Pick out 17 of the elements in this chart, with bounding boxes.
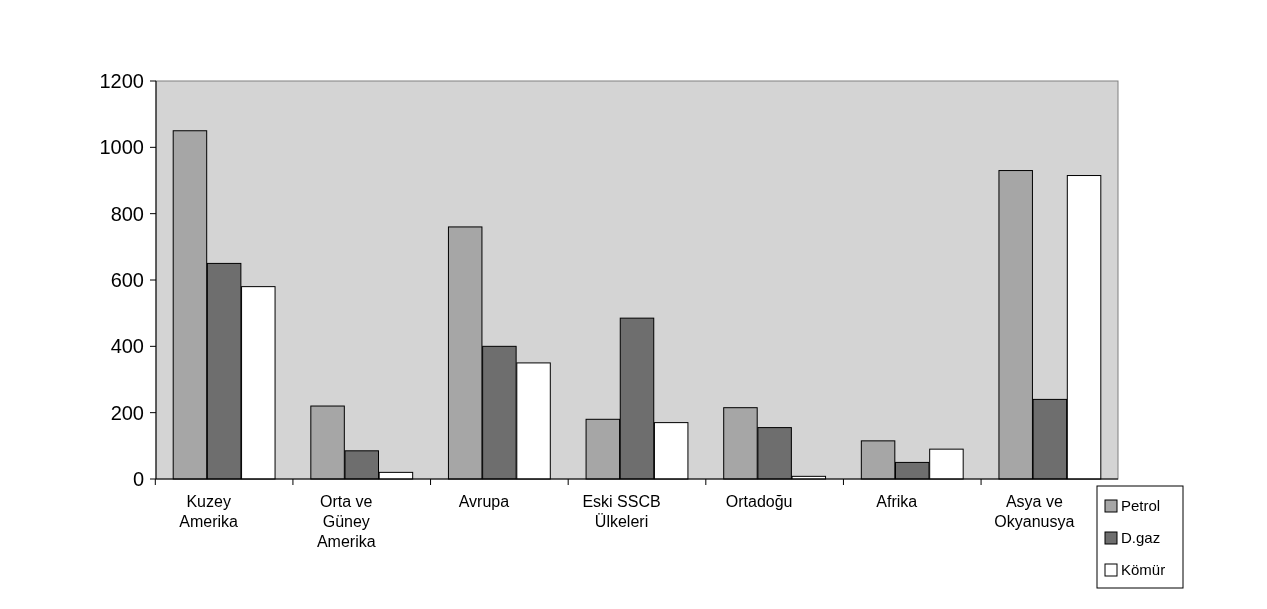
legend-label: Petrol [1121,497,1161,515]
y-tick-label: 1200 [99,70,144,92]
legend-label: D.gaz [1121,529,1161,547]
x-tick-label: Afrika [876,493,918,510]
x-tick-label: Eski SSCB Ülkeleri [582,493,661,530]
y-tick-label: 400 [110,335,144,358]
x-tick-label: Orta ve Güney Amerika [316,493,376,550]
x-tick-label: Avrupa [458,493,510,510]
x-tick-label: Ortadoğu [725,493,793,510]
y-tick-label: 600 [110,269,144,291]
x-tick-label: Asya ve Okyanusya [994,493,1075,530]
y-tick-label: 800 [110,202,144,225]
x-tick-label: Kuzey Amerika [179,493,239,530]
legend-label: Kömür [1121,561,1166,579]
y-tick-label: 0 [132,468,144,490]
y-tick-label: 200 [110,401,144,424]
y-tick-label: 1000 [99,136,144,159]
